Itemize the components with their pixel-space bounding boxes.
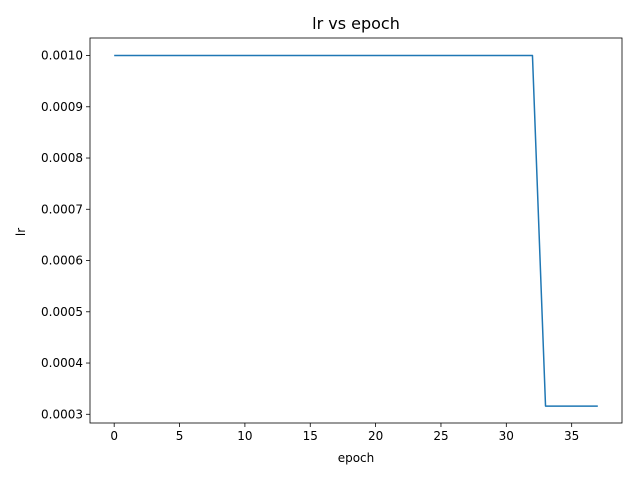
y-tick-label: 0.0010 — [41, 49, 83, 63]
x-tick-label: 35 — [564, 429, 579, 443]
x-tick-label: 15 — [303, 429, 318, 443]
y-tick-label: 0.0003 — [41, 407, 83, 421]
chart-title: lr vs epoch — [312, 14, 400, 33]
x-tick-label: 5 — [176, 429, 184, 443]
y-tick-label: 0.0007 — [41, 202, 83, 216]
y-tick-label: 0.0005 — [41, 305, 83, 319]
y-tick-label: 0.0006 — [41, 254, 83, 268]
x-tick-label: 25 — [433, 429, 448, 443]
x-tick-label: 30 — [499, 429, 514, 443]
x-tick-label: 0 — [110, 429, 118, 443]
x-tick-label: 10 — [237, 429, 252, 443]
y-tick-label: 0.0009 — [41, 100, 83, 114]
x-tick-label: 20 — [368, 429, 383, 443]
plot-area: 0 5 10 15 20 25 30 35 0.0003 0.0004 0.0005 0.0006 0.… — [41, 37, 623, 443]
axes-frame — [89, 37, 623, 424]
y-tick-label: 0.0004 — [41, 356, 83, 370]
y-axis-label: lr — [14, 228, 28, 236]
series-line-0 — [114, 54, 598, 407]
y-tick-label: 0.0008 — [41, 151, 83, 165]
x-axis-label: epoch — [338, 451, 375, 465]
